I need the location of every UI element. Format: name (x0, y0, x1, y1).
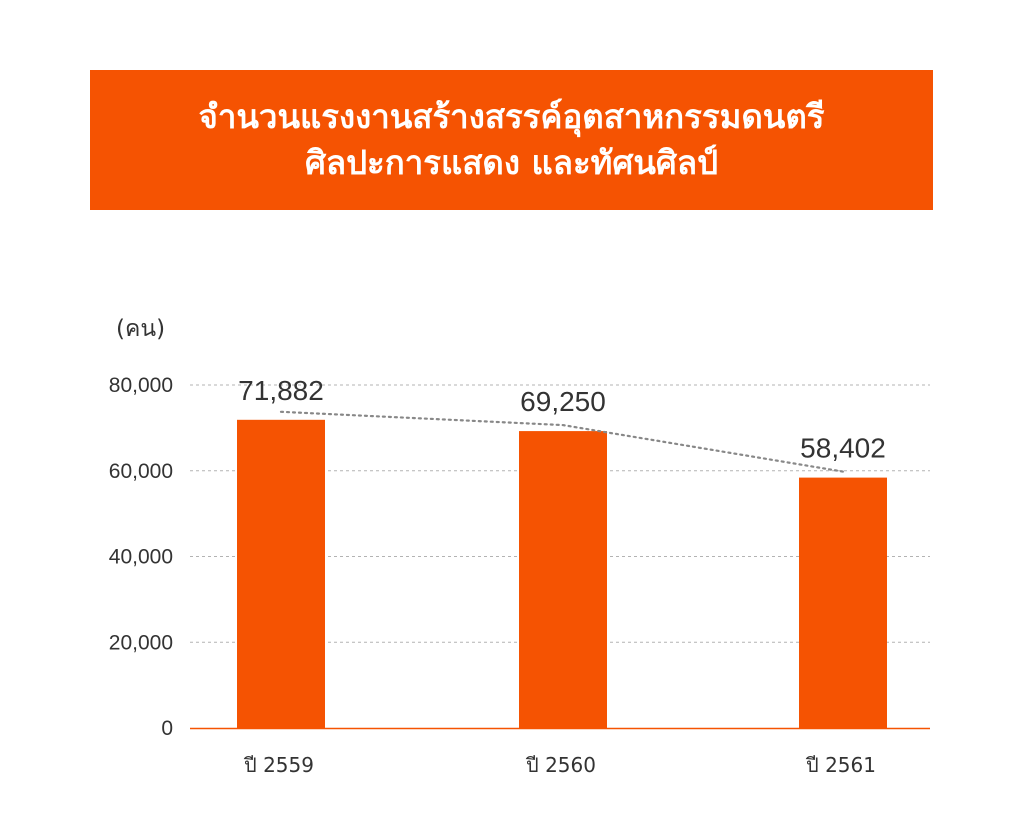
data-label: 71,882 (238, 375, 324, 406)
chart-title-line-2: ศิลปะการแสดง และทัศนศิลป์ (304, 143, 719, 182)
data-label: 58,402 (800, 433, 886, 464)
y-tick-label: 20,000 (109, 631, 173, 654)
x-category-label: ปี 2561 (806, 753, 876, 777)
trend-line (279, 410, 845, 473)
bar (799, 477, 887, 728)
x-category-label: ปี 2560 (526, 753, 596, 777)
chart-title-line-1: จำนวนแรงงานสร้างสรรค์อุตสาหกรรมดนตรี (198, 97, 825, 136)
bar (519, 431, 607, 728)
y-tick-label: 40,000 (109, 546, 173, 569)
bar (237, 419, 325, 728)
y-tick-label: 60,000 (109, 460, 173, 483)
data-label: 69,250 (520, 386, 606, 417)
x-category-label: ปี 2559 (244, 753, 314, 777)
title-banner: จำนวนแรงงานสร้างสรรค์อุตสาหกรรมดนตรี ศิล… (90, 70, 933, 210)
y-tick-label: 0 (161, 717, 173, 740)
y-axis-unit-label: (คน) (116, 316, 165, 342)
y-tick-label: 80,000 (109, 374, 173, 397)
